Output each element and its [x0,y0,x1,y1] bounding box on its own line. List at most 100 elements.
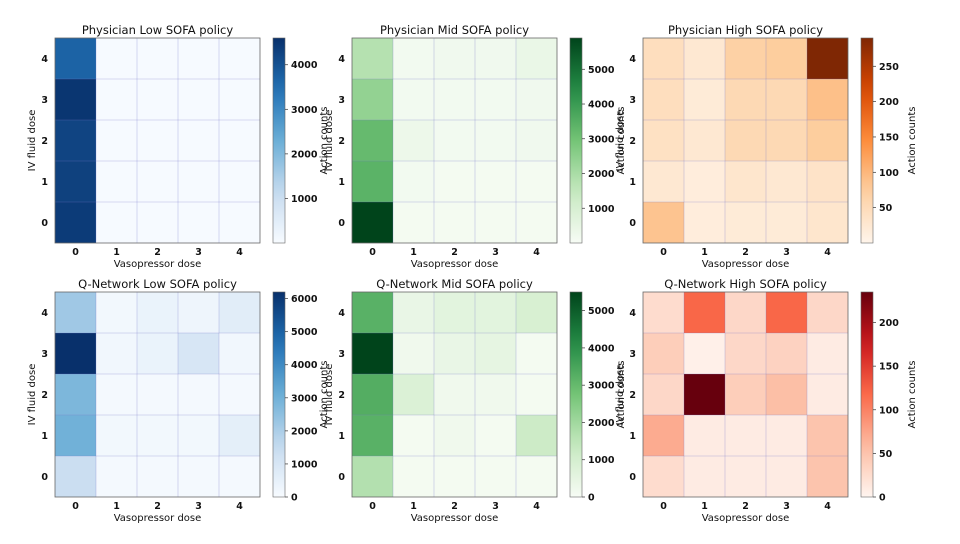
heatmap-cell [766,374,807,415]
x-tick-label: 0 [660,247,667,258]
y-tick-label: 1 [629,431,636,442]
y-tick-label: 2 [41,136,48,147]
heatmap-cell [766,415,807,456]
heatmap-cell [725,120,766,161]
x-tick-label: 0 [72,501,79,512]
heatmap-cell [352,161,393,202]
x-tick-label: 3 [783,501,790,512]
y-tick-label: 1 [338,177,345,188]
heatmap-cell [219,202,260,243]
heatmap-cell [96,38,137,79]
colorbar [272,291,286,498]
colorbar [860,291,874,498]
heatmap-cell [475,333,516,374]
heatmap-cell [516,333,557,374]
heatmap-cell [178,333,219,374]
y-tick-label: 3 [629,349,636,360]
colorbar-tick-label: 3000 [291,393,318,404]
panel-title: Physician Mid SOFA policy [380,23,529,37]
colorbar-tick-label: 250 [879,62,899,73]
heatmap-cell [352,79,393,120]
colorbar-tick-label: 4000 [588,343,615,354]
x-tick-label: 2 [451,247,458,258]
heatmap-cell [219,374,260,415]
colorbar-tick-label: 4000 [291,360,318,371]
heatmap-cell [766,120,807,161]
heatmap-cell [766,161,807,202]
heatmap-cell [219,120,260,161]
x-tick-label: 3 [195,247,202,258]
heatmap-cell [684,79,725,120]
heatmap-cell [219,79,260,120]
heatmap-cell [352,292,393,333]
x-tick-label: 0 [369,501,376,512]
colorbar-tick-label: 0 [879,493,886,504]
colorbar-tick-label: 4000 [588,100,615,111]
y-tick-label: 3 [41,95,48,106]
colorbar-tick-label: 2000 [291,426,318,437]
colorbar-label: Action counts [319,361,330,429]
y-tick-label: 4 [338,308,345,319]
x-tick-label: 2 [742,501,749,512]
heatmap-cell [178,79,219,120]
colorbar-tick-label: 1000 [291,459,318,470]
colorbar-tick-label: 100 [879,168,899,179]
heatmap-panel-1: Physician Low SOFA policy 0 1 2 3 4 0 1 2 3 4 Vasop… [27,23,330,270]
heatmap-cell [178,161,219,202]
x-tick-label: 3 [195,501,202,512]
heatmap-cell [807,333,848,374]
heatmap-cell [475,202,516,243]
heatmap-cell [725,161,766,202]
y-tick-label: 1 [41,177,48,188]
heatmap-cell [352,456,393,497]
y-tick-label: 0 [338,218,345,229]
panel-title: Physician Low SOFA policy [82,23,234,37]
heatmap-cell [393,161,434,202]
heatmap-cell [475,79,516,120]
heatmap-cell [643,38,684,79]
x-axis-label: Vasopressor dose [411,513,499,524]
colorbar [860,37,874,244]
heatmap-cell [475,161,516,202]
y-axis-label: IV fluid dose [615,364,626,426]
heatmap-cell [807,120,848,161]
x-axis-label: Vasopressor dose [702,259,790,270]
x-tick-label: 2 [451,501,458,512]
x-tick-label: 0 [660,501,667,512]
heatmap-cell [725,38,766,79]
colorbar-label: Action counts [616,107,627,175]
heatmap-cell [643,456,684,497]
heatmap-cell [352,415,393,456]
heatmap-cell [352,333,393,374]
heatmap-cell [643,161,684,202]
plot-frame [351,291,558,498]
colorbar-tick-label: 5000 [588,306,615,317]
y-tick-label: 4 [41,308,48,319]
heatmap-cell [434,456,475,497]
x-tick-label: 1 [410,501,417,512]
plot-frame [54,37,261,244]
panel-title: Q-Network Low SOFA policy [78,277,237,291]
heatmap-cell [137,415,178,456]
heatmap-cell [643,79,684,120]
colorbar [569,291,583,498]
plot-frame [642,37,849,244]
y-tick-label: 4 [629,308,636,319]
heatmap-cell [137,333,178,374]
x-tick-label: 4 [236,247,243,258]
heatmap-cell [725,374,766,415]
heatmap-cell [96,456,137,497]
heatmap-cell [55,333,96,374]
colorbar-tick-label: 50 [879,449,893,460]
colorbar-tick-label: 1000 [588,455,615,466]
x-tick-label: 1 [701,501,708,512]
y-tick-label: 3 [41,349,48,360]
heatmap-cell [55,38,96,79]
heatmap-cell [643,120,684,161]
heatmap-cell [725,415,766,456]
x-tick-label: 0 [369,247,376,258]
heatmap-cell [219,292,260,333]
colorbar-tick-label: 100 [879,405,899,416]
heatmap-cell [766,456,807,497]
